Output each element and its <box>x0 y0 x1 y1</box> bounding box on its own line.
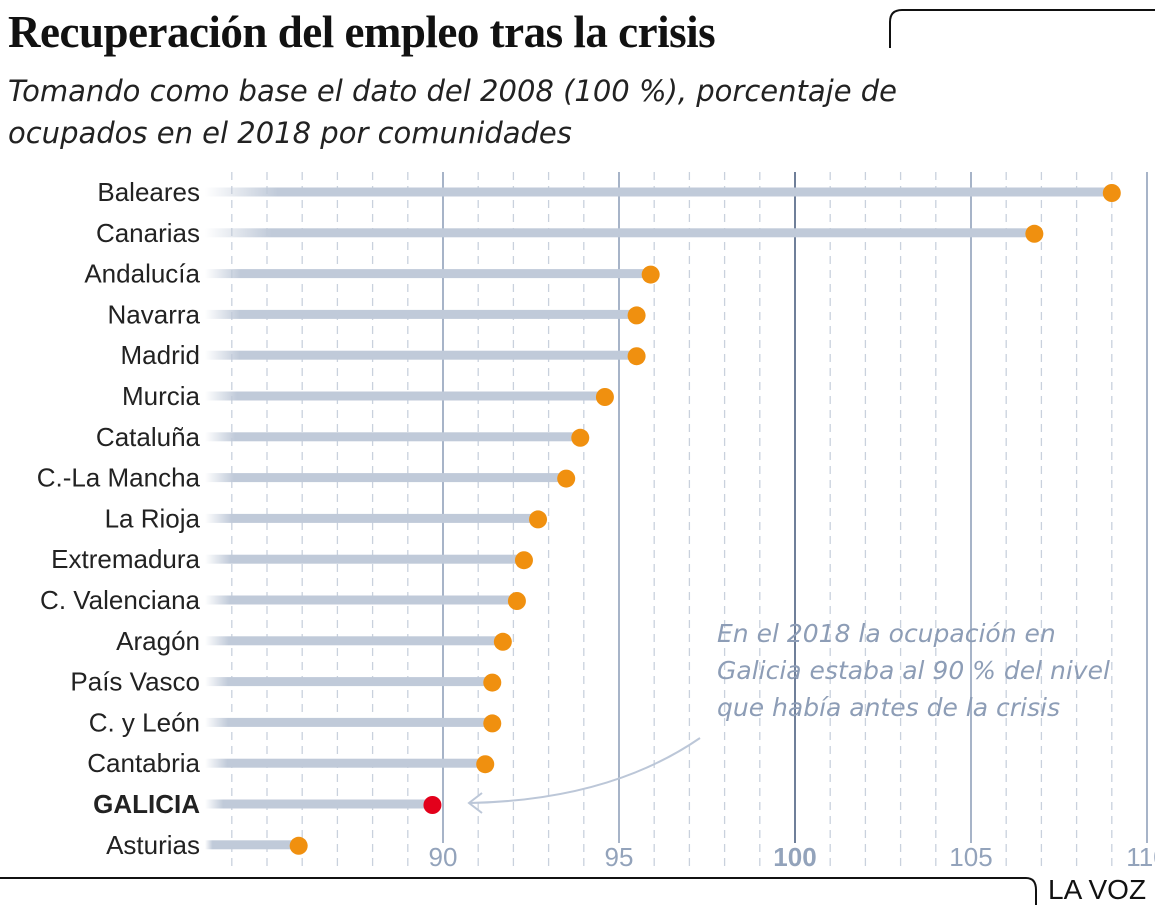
category-label: La Rioja <box>105 503 201 533</box>
data-point <box>493 632 512 651</box>
category-label: Baleares <box>97 177 200 207</box>
data-point <box>476 755 495 774</box>
category-label: Aragón <box>116 626 200 656</box>
x-tick-label: 110 <box>1126 842 1155 872</box>
category-label: Cantabria <box>87 748 200 778</box>
bar <box>205 187 1112 197</box>
bar <box>205 309 637 319</box>
bar <box>205 840 299 850</box>
data-point <box>423 796 442 814</box>
bar <box>205 513 539 523</box>
bar <box>205 636 503 646</box>
data-point <box>529 510 548 529</box>
annotation-arrowhead <box>467 792 483 814</box>
category-label: Madrid <box>121 340 200 370</box>
data-point <box>557 469 576 488</box>
category-label: C.-La Mancha <box>37 463 201 493</box>
category-label: Asturias <box>106 830 200 860</box>
bar <box>205 432 581 442</box>
data-point <box>627 306 646 325</box>
annotation-arrow <box>469 737 701 804</box>
data-point <box>507 592 526 610</box>
x-tick-label: 95 <box>605 842 634 872</box>
brand-logo: LA VOZ <box>1048 874 1147 905</box>
category-label: C. Valenciana <box>40 585 200 615</box>
data-point <box>627 347 646 366</box>
bar <box>205 758 486 768</box>
bar <box>205 677 493 687</box>
bar <box>205 350 637 360</box>
category-label: C. y León <box>89 707 200 737</box>
category-label: GALICIA <box>93 789 200 819</box>
bottom-rule <box>0 877 1037 905</box>
data-point <box>514 551 533 570</box>
bar <box>205 473 567 483</box>
bar <box>205 595 517 605</box>
data-point <box>483 673 502 692</box>
bar <box>205 554 524 564</box>
annotation-text: En el 2018 la ocupación en Galicia estab… <box>717 619 1110 722</box>
category-label: Andalucía <box>84 259 200 289</box>
x-tick-label: 100 <box>773 842 816 872</box>
data-point <box>641 265 660 284</box>
data-point <box>595 388 614 406</box>
bar <box>205 717 493 727</box>
bar <box>205 391 605 401</box>
category-label: Murcia <box>122 381 201 411</box>
bar <box>205 228 1035 238</box>
bar <box>205 269 651 279</box>
category-label: Canarias <box>96 218 200 248</box>
category-label: Cataluña <box>96 422 201 452</box>
bar <box>205 799 433 809</box>
top-bracket <box>889 9 1155 48</box>
data-point <box>1025 224 1044 243</box>
chart-subtitle: Tomando como base el dato del 2008 (100 … <box>8 74 898 150</box>
category-label: Navarra <box>108 299 201 329</box>
category-label: País Vasco <box>70 667 200 697</box>
category-label: Extremadura <box>51 544 200 574</box>
data-point <box>483 714 502 733</box>
chart-title: Recuperación del empleo tras la crisis <box>8 7 716 57</box>
x-tick-label: 105 <box>949 842 992 872</box>
data-point <box>571 428 590 447</box>
data-point <box>289 836 308 855</box>
data-point <box>1102 184 1121 202</box>
x-tick-label: 90 <box>429 842 458 872</box>
